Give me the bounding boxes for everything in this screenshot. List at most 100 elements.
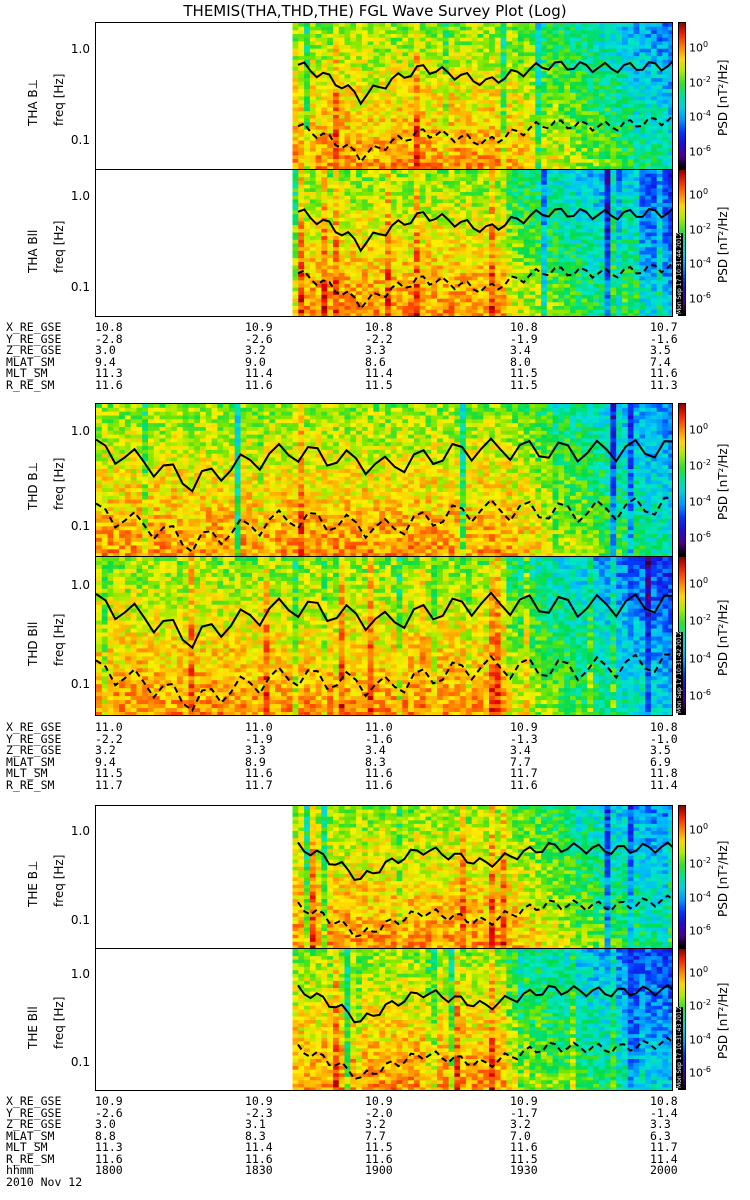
ephemeris-value: 3.0 bbox=[95, 1117, 116, 1131]
ephemeris-value: 11.3 bbox=[95, 366, 123, 380]
colorbar-tick-base: 10 bbox=[689, 41, 703, 55]
colorbar-tick-base: 10 bbox=[689, 76, 703, 90]
ephemeris-value: 11.6 bbox=[365, 777, 393, 792]
colorbar-tick: 10-6 bbox=[689, 530, 711, 545]
colorbar-tick-base: 10 bbox=[689, 966, 703, 980]
ephemeris-value: 3.1 bbox=[245, 1117, 266, 1131]
colorbar-tick-base: 10 bbox=[689, 531, 703, 545]
y-tick-label: 0.1 bbox=[70, 133, 90, 148]
y-axis-label-text: freq [Hz] bbox=[52, 613, 66, 666]
ephemeris-value: 11.3 bbox=[650, 377, 678, 392]
ephemeris-value: 3.3 bbox=[245, 743, 266, 757]
colorbar-tick-exp: -6 bbox=[703, 290, 711, 300]
ephemeris-value: 10.8 bbox=[365, 320, 393, 334]
spectrogram-image bbox=[292, 23, 672, 169]
colorbar-tick-exp: -4 bbox=[703, 109, 711, 119]
ephemeris-label: Y_RE_GSE bbox=[6, 331, 62, 346]
colorbar-tick-exp: -6 bbox=[703, 923, 711, 933]
ephemeris-label: Z_RE_GSE bbox=[6, 1117, 62, 1131]
colorbar-tick-exp: -2 bbox=[703, 74, 711, 84]
ephemeris-label: R_RE_SM bbox=[6, 777, 55, 792]
colorbar-tick-exp: -4 bbox=[703, 650, 711, 660]
ephemeris-label: R_RE_SM bbox=[6, 377, 55, 392]
colorbar-tick-base: 10 bbox=[689, 292, 703, 306]
ephemeris-value: 3.2 bbox=[245, 343, 266, 357]
colorbar-tick: 10-6 bbox=[689, 688, 711, 703]
ephemeris-value: 10.8 bbox=[650, 720, 678, 734]
ephemeris-value: 11.6 bbox=[95, 377, 123, 392]
ephemeris-value: 6.9 bbox=[650, 754, 671, 769]
ephemeris-value: 11.6 bbox=[95, 1151, 123, 1166]
colorbar-tick-exp: 0 bbox=[703, 39, 709, 49]
ephemeris-value: -2.6 bbox=[245, 331, 273, 346]
ephemeris-value: 9.4 bbox=[95, 354, 116, 369]
x-tick-label: 2000 bbox=[650, 1163, 678, 1177]
ephemeris-value: 8.6 bbox=[365, 354, 386, 369]
overlay-solid-line bbox=[297, 983, 672, 1024]
spectrogram-image bbox=[292, 806, 672, 948]
ephemeris-value: 11.5 bbox=[95, 766, 123, 780]
ephemeris-value: 11.6 bbox=[365, 766, 393, 780]
spectrogram-panel bbox=[95, 948, 673, 1091]
colorbar-tick-base: 10 bbox=[689, 1033, 703, 1047]
ephemeris-value: 3.3 bbox=[365, 343, 386, 357]
ephemeris-value: 10.9 bbox=[365, 1094, 393, 1108]
ephemeris-value: 8.8 bbox=[95, 1128, 116, 1143]
ephemeris-value: 11.6 bbox=[245, 766, 273, 780]
y-axis-label-text: freq [Hz] bbox=[52, 457, 66, 510]
spectrogram-image bbox=[96, 557, 672, 715]
colorbar-tick-exp: -4 bbox=[703, 889, 711, 899]
ephemeris-value: -1.7 bbox=[510, 1105, 538, 1120]
ephemeris-label: Y_RE_GSE bbox=[6, 731, 62, 746]
ephemeris-value: 3.5 bbox=[650, 743, 671, 757]
ephemeris-value: 11.5 bbox=[365, 377, 393, 392]
colorbar-tick-base: 10 bbox=[689, 495, 703, 509]
ephemeris-value: 11.6 bbox=[650, 366, 678, 380]
x-tick-label: 1900 bbox=[365, 1163, 393, 1177]
spectrogram-image bbox=[292, 949, 672, 1090]
spectrogram-panel bbox=[95, 805, 673, 949]
colorbar-tick: 10-4 bbox=[689, 494, 711, 509]
ephemeris-label: MLAT_SM bbox=[6, 354, 55, 369]
y-axis-label-text: freq [Hz] bbox=[52, 220, 66, 273]
y-tick-label: 0.1 bbox=[70, 913, 90, 928]
ephemeris-value: 3.0 bbox=[95, 343, 116, 357]
colorbar-tick: 100 bbox=[689, 965, 708, 980]
ephemeris-value: 7.7 bbox=[510, 754, 531, 769]
colorbar-tick-exp: 0 bbox=[703, 965, 709, 975]
colorbar-tick: 100 bbox=[689, 822, 708, 837]
spectrogram-panel bbox=[95, 169, 673, 317]
y-tick-label: 1.0 bbox=[70, 577, 90, 592]
colorbar-tick-exp: -4 bbox=[703, 1031, 711, 1041]
ephemeris-value: -2.2 bbox=[95, 731, 123, 746]
ephemeris-value: 11.3 bbox=[95, 1140, 123, 1154]
date-label: 2010 Nov 12 bbox=[6, 1174, 83, 1189]
ephemeris-value: 9.4 bbox=[95, 754, 116, 769]
colorbar-tick-base: 10 bbox=[689, 1000, 703, 1014]
colorbar-tick-exp: -2 bbox=[703, 613, 711, 623]
panel-name: THD Bll bbox=[26, 621, 40, 666]
y-tick-label: 1.0 bbox=[70, 823, 90, 838]
colorbar-tick-base: 10 bbox=[689, 891, 703, 905]
colorbar-tick-exp: -6 bbox=[703, 688, 711, 698]
overlay-dashed-line bbox=[297, 1036, 672, 1081]
ephemeris-value: 11.5 bbox=[510, 377, 538, 392]
ephemeris-label: MLT_SM bbox=[6, 1140, 48, 1154]
colorbar-tick: 10-4 bbox=[689, 109, 711, 124]
overlay-dashed-line bbox=[96, 653, 672, 713]
ephemeris-label: Z_RE_GSE bbox=[6, 343, 62, 357]
colorbar bbox=[678, 22, 686, 169]
colorbar bbox=[678, 805, 686, 948]
ephemeris-value: 7.4 bbox=[650, 354, 671, 369]
ephemeris-value: 3.2 bbox=[95, 743, 116, 757]
ephemeris-value: 11.5 bbox=[510, 1151, 538, 1166]
ephemeris-value: 10.7 bbox=[650, 320, 678, 334]
ephemeris-label: X_RE_GSE bbox=[6, 720, 62, 734]
ephemeris-value: 11.5 bbox=[510, 366, 538, 380]
colorbar-tick: 10-2 bbox=[689, 75, 711, 90]
ephemeris-value: 10.8 bbox=[95, 320, 123, 334]
colorbar-tick-base: 10 bbox=[689, 857, 703, 871]
ephemeris-label: Y_RE_GSE bbox=[6, 1105, 62, 1120]
ephemeris-value: 7.7 bbox=[365, 1128, 386, 1143]
ephemeris-value: -1.3 bbox=[510, 731, 538, 746]
